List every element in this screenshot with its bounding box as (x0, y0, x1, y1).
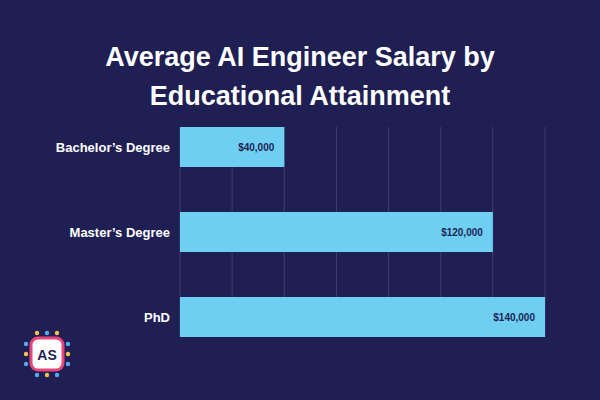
data-label: $120,000 (441, 227, 483, 238)
grid (180, 127, 545, 337)
logo-text: AS (37, 347, 56, 363)
labels: Bachelor’s Degree $40,000 Master’s Degree $… (56, 140, 536, 325)
background (0, 0, 600, 400)
logo-dot (66, 362, 70, 366)
logo-dot (35, 331, 39, 335)
logo-dot (45, 373, 49, 377)
logo-dot (45, 331, 49, 335)
bars (180, 127, 545, 337)
logo-dot (35, 373, 39, 377)
logo-dot (55, 331, 59, 335)
bar (180, 297, 545, 337)
title: Average AI Engineer Salary by Educational… (105, 42, 495, 111)
title-line: Average AI Engineer Salary by (105, 42, 495, 72)
chart: Average AI Engineer Salary by Educational… (0, 0, 600, 400)
logo-dot (24, 362, 28, 366)
data-label: $140,000 (493, 312, 535, 323)
logo-dot (66, 352, 70, 356)
title-line: Educational Attainment (150, 81, 451, 111)
category-label: PhD (144, 310, 170, 325)
logo-dot (24, 342, 28, 346)
logo-dot (24, 352, 28, 356)
category-label: Bachelor’s Degree (56, 140, 170, 155)
category-label: Master’s Degree (70, 225, 170, 240)
data-label: $40,000 (238, 142, 275, 153)
logo-dot (55, 373, 59, 377)
bar (180, 212, 493, 252)
logo-dot (66, 342, 70, 346)
logo-box (31, 338, 63, 370)
bar (180, 127, 284, 167)
logo: AS (24, 331, 70, 377)
